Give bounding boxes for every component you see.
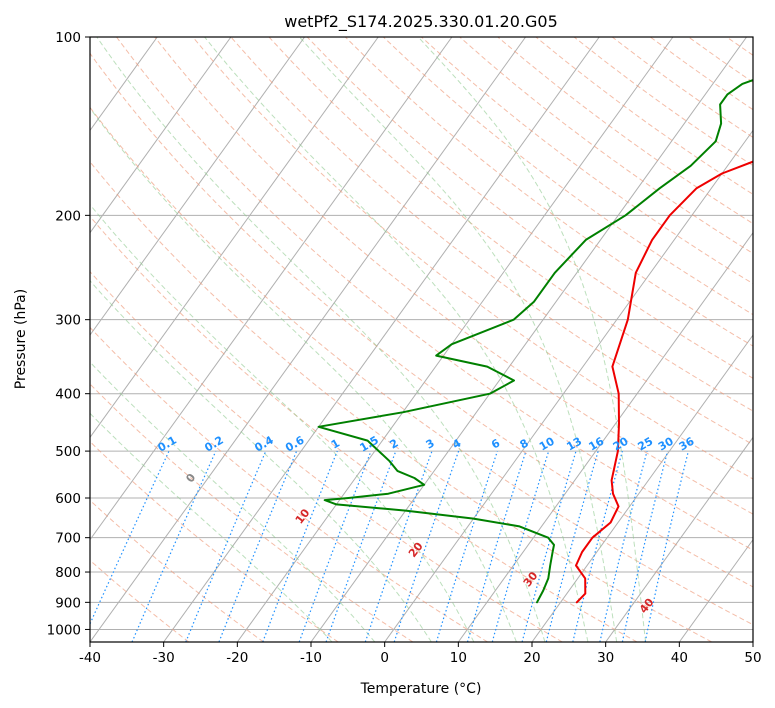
mixing-ratio-label: 3 (424, 437, 437, 452)
dry-adiabat-line (90, 499, 264, 642)
dry-adiabat-line (116, 37, 753, 551)
isotherm-line (384, 129, 753, 642)
y-tick-label: 200 (55, 208, 81, 224)
isotherm-line (605, 436, 753, 642)
y-axis-label: Pressure (hPa) (13, 289, 29, 389)
x-tick-label: 20 (523, 650, 540, 666)
dry-adiabat-line (154, 37, 753, 515)
temperature-profile-line (575, 160, 753, 604)
dry-adiabat-line (459, 37, 753, 254)
isotherm-line (236, 37, 674, 642)
mixing-ratio-line (90, 450, 170, 626)
moist-adiabat-line (90, 203, 475, 642)
dry-adiabat-line (90, 52, 753, 588)
mixing-ratio-line (644, 450, 689, 642)
dry-adiabat-line (344, 37, 753, 347)
x-tick-label: 50 (744, 650, 761, 666)
dry-adiabat-line (90, 215, 638, 642)
moist-adiabat-line (299, 37, 618, 642)
dry-adiabat-label: -20 (0, 397, 10, 421)
mixing-ratio-label: 6 (489, 436, 502, 451)
mixing-ratio-line (572, 450, 623, 642)
mixing-ratio-line (185, 450, 267, 642)
x-tick-label: -30 (153, 650, 175, 666)
dry-adiabat-line (90, 440, 339, 642)
mixing-ratio-line (218, 450, 298, 642)
isotherm-line (752, 641, 753, 642)
isotherm-line (0, 37, 10, 642)
mixing-ratio-label: 4 (450, 436, 463, 451)
y-tick-label: 700 (55, 531, 81, 547)
x-tick-label: -20 (226, 650, 248, 666)
mixing-ratio-label: 2 (387, 437, 400, 452)
dry-adiabat-label: 10 (293, 506, 313, 526)
moist-adiabat-line (96, 37, 546, 642)
isotherm-line (163, 37, 600, 642)
isotherm-line (90, 37, 379, 439)
isotherm-line (90, 37, 527, 642)
mixing-ratio-line (521, 450, 577, 642)
x-tick-label: 0 (380, 650, 389, 666)
mixing-ratio-line (298, 450, 372, 642)
moist-adiabat-line (90, 412, 333, 642)
isotherm-line (531, 334, 753, 642)
x-tick-label: 40 (671, 650, 688, 666)
mixing-ratio-line (545, 450, 599, 642)
mixing-ratio-line (364, 450, 433, 642)
y-tick-label: 300 (55, 313, 81, 329)
dry-adiabat-line (90, 161, 712, 642)
x-tick-label: 10 (450, 650, 467, 666)
moist-adiabat-line (204, 37, 589, 642)
dry-adiabat-line (268, 37, 753, 412)
dry-adiabat-line (383, 37, 753, 316)
dry-adiabat-label: -10 (69, 420, 92, 444)
y-tick-label: 400 (55, 387, 81, 403)
dry-adiabat-line (726, 37, 753, 56)
mixing-ratio-line (393, 450, 460, 642)
mixing-ratio-line (435, 450, 498, 642)
isotherm-line (90, 37, 232, 234)
isotherm-line (90, 37, 306, 336)
moist-adiabat-line (90, 107, 517, 642)
dry-adiabat-line (688, 37, 753, 83)
y-tick-label: 1000 (47, 622, 81, 638)
y-tick-label: 100 (55, 30, 81, 46)
mixing-ratio-line (621, 450, 669, 642)
dry-adiabat-line (90, 559, 190, 642)
dry-adiabat-line (650, 37, 753, 111)
y-tick-label: 800 (55, 565, 81, 581)
isotherm-line (678, 538, 753, 642)
isotherm-line (457, 231, 753, 642)
dry-adiabat-line (90, 383, 414, 642)
moist-adiabat-line (417, 37, 647, 642)
mixing-ratio-line (131, 450, 217, 642)
x-tick-label: 30 (597, 650, 614, 666)
dry-adiabat-line (230, 37, 753, 446)
dry-adiabat-line (497, 37, 753, 225)
x-tick-label: -40 (79, 650, 101, 666)
y-tick-label: 500 (55, 444, 81, 460)
mixing-ratio-line (466, 450, 527, 642)
x-axis-label: Temperature (°C) (360, 681, 482, 697)
x-tick-label: -10 (300, 650, 322, 666)
isotherm-line (90, 37, 453, 541)
dry-adiabat-line (611, 37, 753, 139)
dry-adiabat-line (90, 270, 563, 642)
mixing-ratio-line (262, 450, 338, 642)
dry-adiabat-line (421, 37, 753, 285)
plot-frame (89, 36, 754, 643)
mixing-ratio-line (325, 450, 397, 642)
moist-adiabat-line (90, 361, 376, 642)
dry-adiabat-line (90, 106, 753, 626)
mixing-ratio-line (599, 450, 648, 642)
mixing-ratio-line (491, 450, 550, 642)
dewpoint-profile-line (317, 78, 753, 604)
y-tick-label: 600 (55, 491, 81, 507)
chart-title: wetPf2_S174.2025.330.01.20.G05 (284, 12, 558, 32)
y-tick-label: 900 (55, 595, 81, 611)
